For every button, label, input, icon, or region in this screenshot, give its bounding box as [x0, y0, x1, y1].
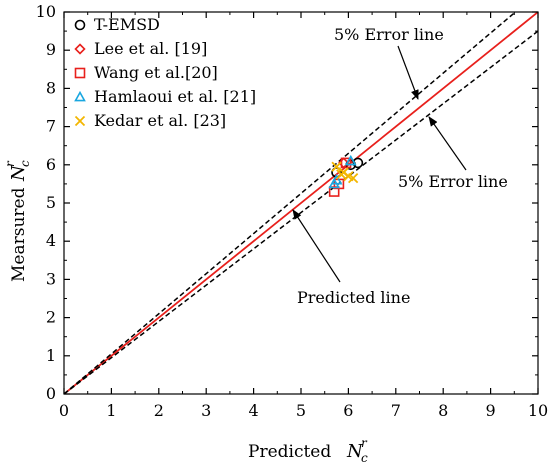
point-x-0 — [331, 161, 342, 172]
x-tick-label: 0 — [59, 401, 69, 420]
x-axis-title: Predicted N c r — [248, 436, 368, 465]
legend-marker-circle — [74, 19, 86, 31]
y-tick-label: 9 — [46, 40, 56, 59]
y-tick-label: 8 — [46, 78, 56, 97]
y-axis-label: Mearsured — [9, 187, 29, 282]
legend-item: Lee et al. [19] — [74, 39, 207, 58]
x-tick-label: 2 — [154, 401, 164, 420]
y-tick-label: 1 — [46, 346, 56, 365]
predicted-line — [64, 12, 538, 394]
x-axis-symbol-sup: r — [361, 436, 368, 450]
x-tick-label: 9 — [486, 401, 496, 420]
legend-item: Hamlaoui et al. [21] — [74, 87, 256, 106]
annotation-arrow — [428, 116, 467, 171]
point-triangle-1 — [344, 154, 357, 166]
y-tick-label: 4 — [46, 231, 56, 250]
legend-item: Kedar et al. [23] — [74, 111, 226, 130]
point-x-3 — [338, 167, 349, 178]
legend-label: Hamlaoui et al. [21] — [94, 87, 256, 106]
lower-line — [64, 30, 538, 394]
x-tick-label: 10 — [528, 401, 548, 420]
legend-label: T-EMSD — [94, 15, 160, 34]
annotation-err-lower: 5% Error line — [398, 116, 508, 191]
legend-marker-square — [74, 67, 86, 79]
legend: T-EMSD Lee et al. [19] Wang et al.[20] Haml… — [74, 15, 256, 130]
x-tick-label: 4 — [249, 401, 259, 420]
axis-ticks: 0 1 2 3 4 5 6 7 8 9 10 0 1 2 3 4 5 6 7 8 9 10 — [36, 2, 549, 420]
legend-marker-triangle — [74, 90, 86, 102]
legend-item: Wang et al.[20] — [74, 63, 218, 82]
annotation-arrow — [292, 209, 341, 283]
data-points — [328, 154, 364, 197]
legend-marker-diamond — [74, 43, 86, 55]
y-axis-symbol: N — [8, 164, 29, 182]
annotation-text: 5% Error line — [334, 25, 444, 44]
annotation-text: Predicted line — [297, 288, 410, 307]
legend-label: Lee et al. [19] — [94, 39, 207, 58]
y-axis-symbol-sub: c — [18, 160, 32, 167]
x-tick-label: 8 — [438, 401, 448, 420]
x-tick-label: 3 — [201, 401, 211, 420]
y-tick-label: 7 — [46, 117, 56, 136]
legend-item: T-EMSD — [74, 15, 160, 34]
y-axis-title: Mearsured N c r — [3, 160, 32, 282]
annotation-arrow — [397, 45, 419, 100]
x-tick-label: 6 — [343, 401, 353, 420]
x-axis-symbol: N — [346, 441, 364, 462]
y-tick-label: 5 — [46, 193, 56, 212]
point-circle-1 — [352, 157, 364, 169]
x-tick-label: 7 — [391, 401, 401, 420]
y-tick-label: 10 — [36, 2, 56, 21]
x-tick-label: 5 — [296, 401, 306, 420]
y-tick-label: 6 — [46, 155, 56, 174]
upper-line — [64, 12, 517, 394]
y-axis-symbol-sup: r — [3, 160, 17, 167]
annotation-err-upper: 5% Error line — [334, 25, 444, 100]
y-tick-label: 0 — [46, 384, 56, 403]
legend-label: Wang et al.[20] — [94, 63, 218, 82]
legend-label: Kedar et al. [23] — [94, 111, 226, 130]
point-triangle-2 — [330, 173, 343, 185]
x-axis-symbol-sub: c — [361, 451, 368, 465]
y-tick-label: 3 — [46, 269, 56, 288]
reference-lines — [64, 12, 538, 394]
legend-marker-x — [74, 115, 86, 127]
annotation-predicted-line: Predicted line — [292, 209, 410, 307]
x-tick-label: 1 — [106, 401, 116, 420]
x-axis-label: Predicted — [248, 442, 331, 462]
y-tick-label: 2 — [46, 308, 56, 327]
point-x-4 — [348, 173, 359, 184]
annotation-text: 5% Error line — [398, 172, 508, 191]
